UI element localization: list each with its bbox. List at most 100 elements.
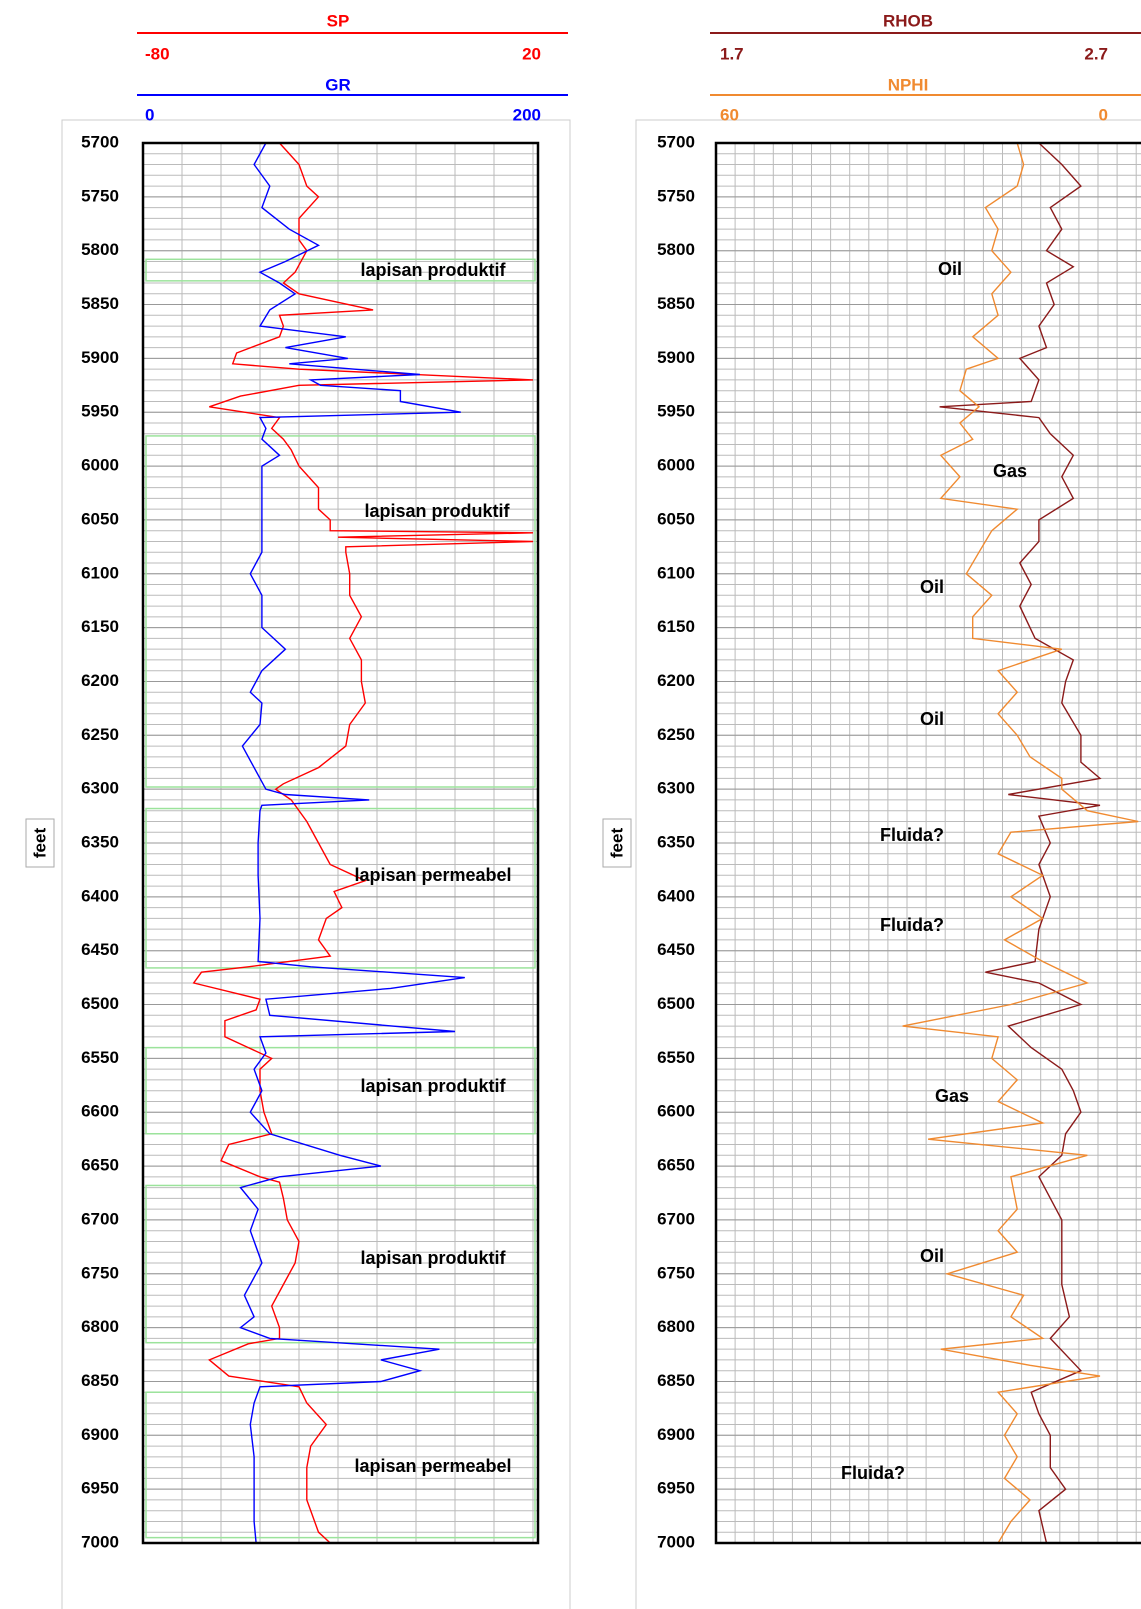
y-tick-label: 6100 — [81, 563, 119, 582]
series-title: SP — [327, 11, 350, 30]
annotation: lapisan permeabel — [354, 865, 511, 885]
log-curve — [192, 142, 534, 1544]
x-tick-label: 0 — [145, 105, 154, 124]
annotation: Gas — [935, 1086, 969, 1106]
feet-label-group: feet — [602, 818, 632, 868]
y-tick-label: 5850 — [81, 294, 119, 313]
y-tick-label: 6200 — [657, 671, 695, 690]
y-tick-label: 6300 — [81, 779, 119, 798]
track-outline — [635, 119, 1141, 1609]
y-tick-label: 6750 — [657, 1263, 695, 1282]
series-title: NPHI — [888, 75, 929, 94]
track-frame — [714, 141, 1141, 1545]
y-tick-label: 6300 — [657, 779, 695, 798]
x-tick-label: 2.7 — [1084, 44, 1108, 63]
y-tick-label: 7000 — [81, 1532, 119, 1551]
log-curve — [239, 142, 465, 1544]
y-tick-label: 6850 — [657, 1371, 695, 1390]
annotation: lapisan produktif — [360, 1076, 506, 1096]
annotation: Gas — [993, 461, 1027, 481]
y-tick-label: 5950 — [657, 402, 695, 421]
y-tick-label: 6050 — [657, 509, 695, 528]
x-tick-label: -80 — [145, 44, 170, 63]
annotation: lapisan produktif — [360, 1248, 506, 1268]
feet-box — [25, 818, 55, 868]
zone — [145, 1046, 536, 1135]
y-tick-label: 6900 — [81, 1425, 119, 1444]
y-tick-label: 6200 — [81, 671, 119, 690]
y-tick-label: 6500 — [81, 994, 119, 1013]
annotation: Fluida? — [841, 1463, 905, 1483]
y-tick-label: 5750 — [81, 186, 119, 205]
y-tick-label: 6950 — [657, 1479, 695, 1498]
y-tick-label: 6600 — [81, 1102, 119, 1121]
x-tick-label: 20 — [522, 44, 541, 63]
x-tick-label: 200 — [513, 105, 541, 124]
y-tick-label: 6800 — [657, 1317, 695, 1336]
y-tick-label: 6250 — [81, 725, 119, 744]
y-tick-label: 6700 — [81, 1209, 119, 1228]
annotation: Oil — [938, 259, 962, 279]
y-tick-label: 6000 — [81, 456, 119, 475]
y-tick-label: 6450 — [657, 940, 695, 959]
annotation: Oil — [920, 1246, 944, 1266]
annotation: Fluida? — [880, 825, 944, 845]
y-tick-label: 6400 — [657, 886, 695, 905]
x-tick-label: 0 — [1099, 105, 1108, 124]
y-tick-label: 6650 — [81, 1156, 119, 1175]
log-curve — [902, 142, 1139, 1544]
zone — [145, 807, 536, 969]
y-tick-label: 5800 — [81, 240, 119, 259]
y-tick-label: 6650 — [657, 1156, 695, 1175]
y-tick-label: 6000 — [657, 456, 695, 475]
y-tick-label: 6800 — [81, 1317, 119, 1336]
annotation: Oil — [920, 577, 944, 597]
y-tick-label: 6950 — [81, 1479, 119, 1498]
zone — [145, 258, 536, 282]
y-tick-label: 7000 — [657, 1532, 695, 1551]
y-tick-label: 6250 — [657, 725, 695, 744]
zone — [145, 1391, 536, 1539]
track-outline — [61, 119, 571, 1609]
y-tick-label: 6850 — [81, 1371, 119, 1390]
y-axis-label: feet — [30, 828, 49, 859]
annotation: Fluida? — [880, 915, 944, 935]
y-tick-label: 5950 — [81, 402, 119, 421]
zone — [145, 435, 536, 788]
y-tick-label: 6100 — [657, 563, 695, 582]
y-tick-label: 6600 — [657, 1102, 695, 1121]
y-tick-label: 6550 — [657, 1048, 695, 1067]
log-curve — [939, 142, 1102, 1544]
y-tick-label: 5800 — [657, 240, 695, 259]
y-tick-label: 5900 — [81, 348, 119, 367]
annotation: lapisan produktif — [364, 501, 510, 521]
annotation: lapisan permeabel — [354, 1456, 511, 1476]
y-tick-label: 5850 — [657, 294, 695, 313]
y-tick-label: 5750 — [657, 186, 695, 205]
y-tick-label: 6900 — [657, 1425, 695, 1444]
y-tick-label: 6550 — [81, 1048, 119, 1067]
y-tick-label: 6450 — [81, 940, 119, 959]
y-tick-label: 5700 — [657, 132, 695, 151]
y-tick-label: 6400 — [81, 886, 119, 905]
feet-box — [602, 818, 632, 868]
y-tick-label: 6050 — [81, 509, 119, 528]
y-tick-label: 5900 — [657, 348, 695, 367]
y-tick-label: 6700 — [657, 1209, 695, 1228]
y-axis-label: feet — [607, 828, 626, 859]
series-title: RHOB — [883, 11, 933, 30]
track-frame — [141, 141, 540, 1545]
annotation: lapisan produktif — [360, 260, 506, 280]
y-tick-label: 5700 — [81, 132, 119, 151]
y-tick-label: 6350 — [657, 832, 695, 851]
feet-label-group: feet — [25, 818, 55, 868]
x-tick-label: 60 — [720, 105, 739, 124]
y-tick-label: 6750 — [81, 1263, 119, 1282]
x-tick-label: 1.7 — [720, 44, 744, 63]
y-tick-label: 6150 — [657, 617, 695, 636]
y-tick-label: 6350 — [81, 832, 119, 851]
y-tick-label: 6500 — [657, 994, 695, 1013]
annotation: Oil — [920, 709, 944, 729]
series-title: GR — [325, 75, 351, 94]
